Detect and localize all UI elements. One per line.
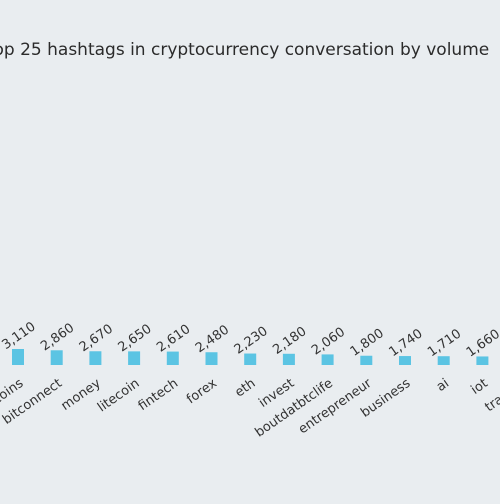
category-label-forex: forex	[184, 376, 220, 407]
bar-money	[89, 351, 102, 365]
value-label-ai: 1,710	[425, 327, 464, 361]
value-label-invest: 2,180	[270, 324, 309, 358]
value-label-iot: 1,660	[464, 327, 500, 361]
value-label-fintech: 2,610	[154, 322, 193, 356]
category-label-fintech: fintech	[136, 376, 181, 414]
bar-business	[399, 356, 411, 365]
value-label-litecoin: 2,650	[116, 322, 155, 356]
value-label-money: 2,670	[77, 322, 116, 356]
bar-boutdatbtclife	[321, 354, 334, 365]
value-label-altcoins: 3,110	[0, 319, 39, 353]
value-label-boutdatbtclife: 2,060	[309, 325, 348, 359]
bar-litecoin	[128, 351, 141, 365]
category-label-ai: ai	[434, 376, 452, 395]
category-label-iot: iot	[468, 376, 490, 398]
category-label-litecoin: litecoin	[95, 376, 142, 415]
bar-forex	[205, 352, 218, 365]
value-label-eth: 2,230	[232, 324, 271, 358]
bar-altcoins	[12, 349, 24, 365]
bar-eth	[244, 353, 257, 365]
bar-invest	[282, 353, 295, 365]
bar-bitconnect	[50, 350, 63, 365]
chart-title: Top 25 hashtags in cryptocurrency conver…	[0, 40, 490, 60]
category-label-money: money	[59, 376, 104, 414]
value-label-forex: 2,480	[193, 323, 232, 357]
value-label-business: 1,740	[386, 326, 425, 360]
value-label-bitconnect: 2,860	[38, 321, 77, 355]
value-label-entrepreneur: 1,800	[348, 326, 387, 360]
bar-entrepreneur	[360, 355, 373, 365]
bar-fintech	[166, 351, 179, 365]
category-label-eth: eth	[232, 376, 258, 401]
bar-iot	[476, 356, 489, 365]
bar-ai	[437, 356, 450, 365]
